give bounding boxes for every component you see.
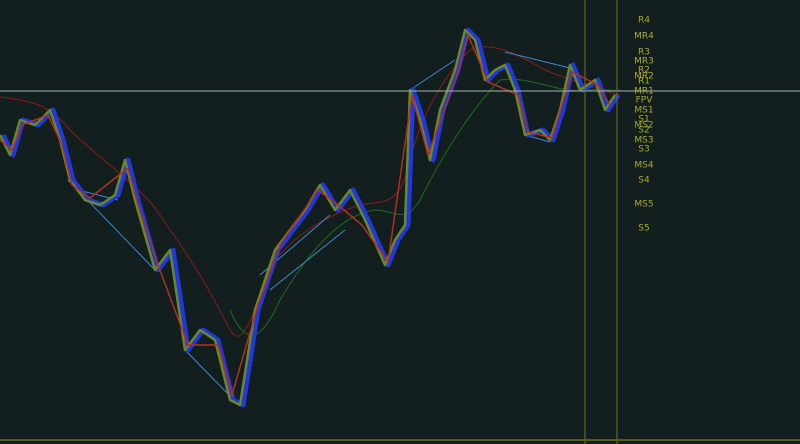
pivot-label: R1: [638, 77, 650, 87]
trend-channels: [67, 51, 571, 399]
pivot-label: FPV: [636, 96, 654, 106]
pivot-label: R2: [638, 66, 650, 76]
pivot-label: MS1: [634, 106, 653, 116]
pivot-label: S2: [638, 126, 649, 136]
pivot-label: S4: [638, 176, 650, 186]
pivot-label: MR3: [634, 57, 654, 67]
price-bearish: [0, 32, 611, 398]
pivot-label: S1: [638, 115, 649, 125]
pivot-label: MR4: [634, 32, 654, 42]
price-wicks: [0, 28, 617, 407]
pivot-label: R3: [638, 48, 650, 58]
pivot-label: MS4: [634, 161, 653, 171]
pivot-label: MS2: [634, 121, 653, 131]
pivot-label: S3: [638, 145, 649, 155]
pivot-label: MS5: [634, 200, 653, 210]
pivot-label: MS3: [634, 136, 653, 146]
pivot-label: MR1: [634, 87, 654, 97]
pivot-label: MR2: [634, 72, 654, 82]
pivot-label: R4: [638, 16, 650, 26]
pivot-label: S5: [638, 224, 649, 234]
